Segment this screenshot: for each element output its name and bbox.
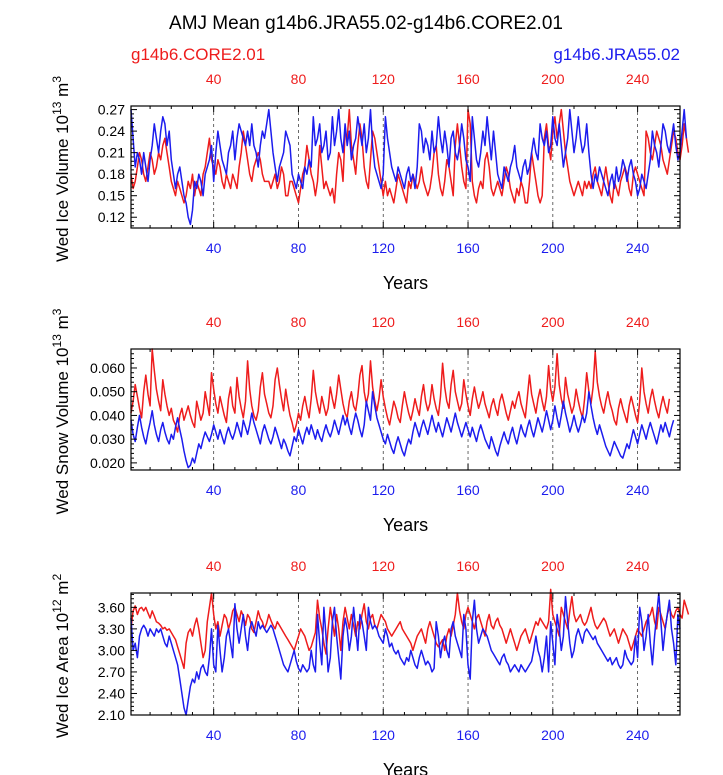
x-tick-label-bottom: 40 [206,240,222,256]
y-tick-label: 2.40 [98,685,125,701]
x-tick-label-bottom: 200 [541,482,565,498]
y-tick-label: 0.18 [98,166,125,182]
y-tick-label: 3.30 [98,621,125,637]
x-tick-label-top: 120 [372,314,396,330]
jra-series-line [130,592,681,716]
wed-ice-area-panel: 2.10 2.40 2.70 3.00 3.30 3.60 40 40 80 80 120 120 16… [50,558,690,775]
y-tick-label: 0.12 [98,209,125,225]
y-axis-title: Wed Ice Volume 1013 m3 [50,76,72,262]
y-tick-label: 0.27 [98,102,125,118]
x-tick-label-bottom: 160 [456,482,480,498]
chart-panels: 0.12 0.15 0.18 0.21 0.24 0.27 40 40 80 80 120 120 16… [50,71,690,775]
plot-frame [130,105,681,229]
x-tick-label-bottom: 80 [291,482,307,498]
y-tick-label: 0.21 [98,145,125,161]
x-tick-label-top: 80 [291,558,307,574]
y-tick-label: 0.050 [90,384,125,400]
x-tick-label-bottom: 120 [372,482,396,498]
x-axis-title: Years [383,760,428,775]
y-tick-label: 3.60 [98,599,125,615]
core-series-line [130,348,671,433]
legend-core-label: g14b6.CORE2.01 [131,45,265,64]
jra-series-line [130,390,675,469]
y-tick-label: 0.030 [90,431,125,447]
x-tick-label-top: 40 [206,558,222,574]
x-tick-label-bottom: 240 [626,482,650,498]
x-tick-label-bottom: 200 [541,240,565,256]
x-tick-label-bottom: 240 [626,727,650,743]
wed-snow-volume-panel: 0.020 0.030 0.040 0.050 0.060 40 40 80 80 120 120 1… [50,308,681,535]
x-tick-label-top: 40 [206,314,222,330]
plot-frame [130,592,681,716]
y-tick-label: 0.24 [98,123,125,139]
x-tick-label-bottom: 200 [541,727,565,743]
x-tick-label-top: 80 [291,71,307,87]
x-tick-label-bottom: 80 [291,240,307,256]
x-tick-label-top: 120 [372,71,396,87]
x-tick-label-top: 200 [541,558,565,574]
x-tick-label-top: 40 [206,71,222,87]
y-tick-label: 0.15 [98,188,125,204]
y-tick-label: 3.00 [98,642,125,658]
x-tick-label-top: 160 [456,71,480,87]
x-axis-title: Years [383,515,428,535]
x-tick-label-bottom: 80 [291,727,307,743]
y-tick-label: 0.040 [90,407,125,423]
x-tick-label-top: 160 [456,558,480,574]
core-series-line [130,588,690,670]
x-tick-label-top: 240 [626,71,650,87]
legend-jra-label: g14b6.JRA55.02 [553,45,680,64]
y-tick-label: 2.10 [98,707,125,723]
x-tick-label-bottom: 160 [456,240,480,256]
x-tick-label-top: 160 [456,314,480,330]
x-tick-label-bottom: 120 [372,727,396,743]
y-axis-title: Wed Ice Area 1012 m2 [50,574,72,739]
x-tick-label-top: 120 [372,558,396,574]
jra-series-line [130,108,688,226]
x-tick-label-bottom: 40 [206,727,222,743]
x-tick-label-top: 240 [626,314,650,330]
x-tick-label-bottom: 240 [626,240,650,256]
x-tick-label-bottom: 120 [372,240,396,256]
x-tick-label-top: 200 [541,314,565,330]
wed-ice-volume-panel: 0.12 0.15 0.18 0.21 0.24 0.27 40 40 80 80 120 120 16… [50,71,690,293]
x-tick-label-bottom: 160 [456,727,480,743]
plot-frame [130,348,681,471]
figure-title: AMJ Mean g14b6.JRA55.02-g14b6.CORE2.01 [169,13,563,34]
x-tick-label-top: 240 [626,558,650,574]
x-axis-title: Years [383,273,428,293]
x-tick-label-top: 80 [291,314,307,330]
core-series-line [130,108,690,204]
x-tick-label-top: 200 [541,71,565,87]
y-tick-label: 0.060 [90,360,125,376]
y-tick-label: 0.020 [90,455,125,471]
y-tick-label: 2.70 [98,664,125,680]
y-axis-title: Wed Snow Volume 1013 m3 [50,308,72,514]
x-tick-label-bottom: 40 [206,482,222,498]
